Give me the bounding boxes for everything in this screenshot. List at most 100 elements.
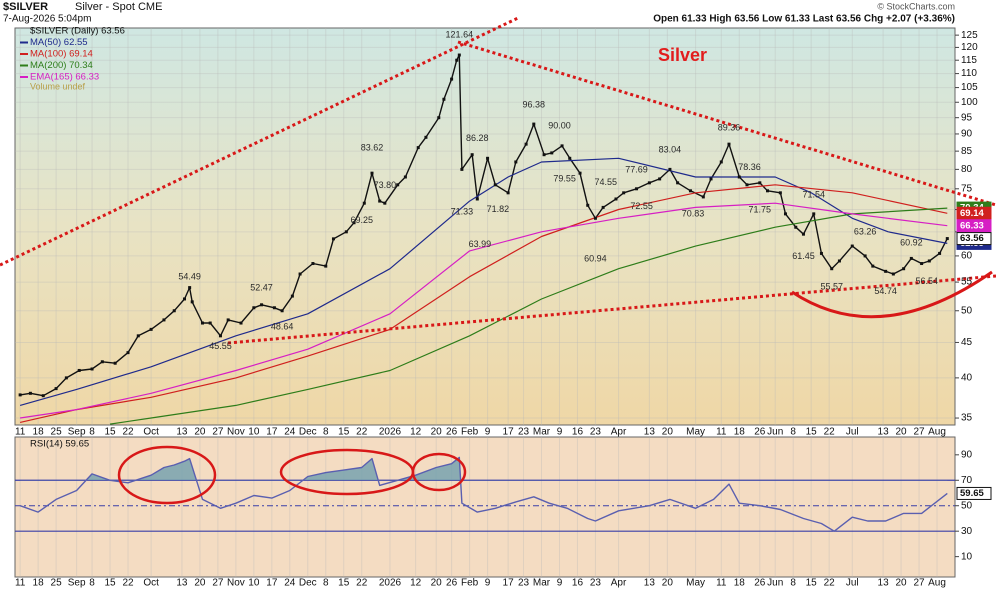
price-mark [344,230,348,234]
price-mark [938,251,942,255]
data-label: 54.74 [874,286,897,296]
price-mark [635,187,639,191]
price-mark [54,387,58,391]
price-mark [126,351,130,355]
x-tick-label: 23 [590,578,602,589]
x-tick-label: 22 [824,427,836,438]
x-tick-label: 13 [176,427,188,438]
x-tick-label: 20 [896,578,908,589]
price-mark [542,153,546,157]
x-tick-label: Oct [143,578,159,589]
data-label: 83.04 [659,145,682,155]
price-mark [437,116,441,120]
data-label: 72.55 [630,201,653,211]
trendline [457,40,996,207]
x-tick-label: 8 [323,578,329,589]
price-mark [298,272,302,276]
data-label: 71.75 [749,204,772,214]
price-mark [324,264,328,268]
x-tick-label: Jul [846,427,859,438]
price-mark [668,167,672,171]
x-tick-label: 26 [754,427,766,438]
price-mark [455,58,459,62]
x-tick-label: 24 [284,427,296,438]
x-tick-label: 9 [557,427,563,438]
y-tick-label: 120 [961,42,978,53]
data-label: 71.33 [451,206,474,216]
price-mark [280,309,284,313]
data-label: 89.36 [718,122,741,132]
price-mark [568,156,572,160]
bowl-curve [791,270,993,319]
price-mark [658,177,662,181]
x-tick-label: Jul [846,578,859,589]
price-mark [352,221,356,225]
x-tick-label: 15 [806,427,818,438]
x-tick-label: 26 [446,578,458,589]
x-tick-label: 12 [410,578,422,589]
price-mark [778,191,782,195]
price-mark [506,191,510,195]
series-line [19,184,948,423]
x-tick-label: 27 [212,578,224,589]
x-tick-label: 10 [248,578,260,589]
x-tick-label: 27 [913,578,925,589]
data-label: 73.80 [374,180,397,190]
x-tick-label: Dec [299,427,317,438]
price-mark [470,153,474,157]
price-mark [396,183,400,187]
x-tick-label: Nov [227,578,245,589]
price-mark [260,303,264,307]
x-tick-label: 25 [51,578,63,589]
rsi-plot [15,437,955,577]
x-tick-label: 9 [485,427,491,438]
y-tick-label: 90 [961,449,973,460]
x-tick-label: Dec [299,578,317,589]
price-mark [524,142,528,146]
price-mark [550,151,554,155]
x-tick-label: 17 [266,578,278,589]
y-tick-label: 115 [961,55,977,66]
x-tick-label: 9 [557,578,563,589]
x-tick-label: 11 [15,578,26,589]
x-tick-label: 20 [431,578,443,589]
x-tick-label: 13 [644,578,656,589]
legend-entry: $SILVER (Daily) 63.56 [30,26,125,37]
volume-note: Volume undef [30,81,86,91]
price-mark [188,286,192,290]
trendline [227,274,996,345]
x-tick-label: 22 [356,578,368,589]
y-tick-label: 50 [961,500,973,511]
x-tick-label: 27 [212,427,224,438]
data-label: 86.28 [466,133,489,143]
price-mark [614,197,618,201]
x-tick-label: 13 [878,427,890,438]
price-mark [100,360,104,364]
x-tick-label: 20 [194,427,206,438]
x-tick-label: 20 [662,427,674,438]
data-label: 78.36 [738,162,761,172]
x-tick-label: Mar [533,578,551,589]
price-mark [945,237,949,241]
rsi-panel [14,436,956,578]
last-value: 63.56 [960,233,984,244]
x-tick-label: 2026 [379,578,402,589]
x-tick-label: 25 [51,427,63,438]
data-label: 69.25 [350,215,373,225]
price-mark [819,251,823,255]
last-value: 66.33 [960,220,984,231]
x-tick-label: 10 [248,427,260,438]
y-tick-label: 110 [961,68,977,79]
x-tick-label: 20 [896,427,908,438]
price-mark [586,203,590,207]
price-mark [701,195,705,199]
data-label: 121.64 [446,30,474,40]
x-tick-label: May [686,578,705,589]
date: 7-Aug-2026 5:04pm [3,14,91,25]
price-mark [218,334,222,338]
price-mark [226,318,230,322]
x-tick-label: Mar [533,427,551,438]
rsi-label: RSI(14) 59.65 [30,439,89,450]
x-tick-label: Jun [767,578,783,589]
